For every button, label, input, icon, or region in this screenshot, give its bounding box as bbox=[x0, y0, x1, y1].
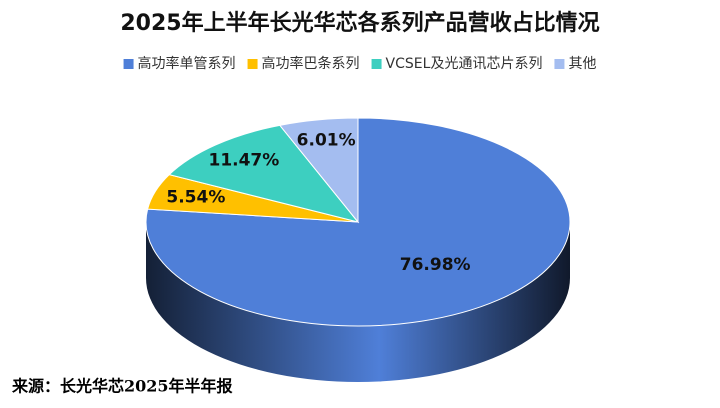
pie-slice-side bbox=[146, 222, 570, 382]
legend-swatch bbox=[554, 59, 565, 69]
data-label: 5.54% bbox=[166, 188, 225, 208]
legend-label: 高功率单管系列 bbox=[138, 55, 236, 72]
pie-slice bbox=[278, 117, 359, 224]
pie-slice bbox=[168, 124, 360, 223]
legend: 高功率单管系列 高功率巴条系列 VCSEL及光通讯芯片系列 其他 bbox=[123, 55, 596, 72]
data-label: 76.98% bbox=[400, 255, 471, 275]
legend-label: 高功率巴条系列 bbox=[262, 55, 360, 72]
data-label: 11.47% bbox=[208, 150, 279, 170]
legend-swatch bbox=[371, 59, 382, 69]
pie-slice bbox=[145, 117, 571, 327]
legend-label: VCSEL及光通讯芯片系列 bbox=[386, 56, 543, 72]
data-label: 6.01% bbox=[297, 130, 356, 150]
legend-swatch bbox=[123, 59, 134, 69]
legend-swatch bbox=[247, 59, 258, 69]
source-note: 来源：长光华芯2025年半年报 bbox=[11, 377, 233, 396]
chart-title: 2025年上半年长光华芯各系列产品营收占比情况 bbox=[120, 10, 599, 36]
legend-label: 其他 bbox=[568, 56, 596, 72]
